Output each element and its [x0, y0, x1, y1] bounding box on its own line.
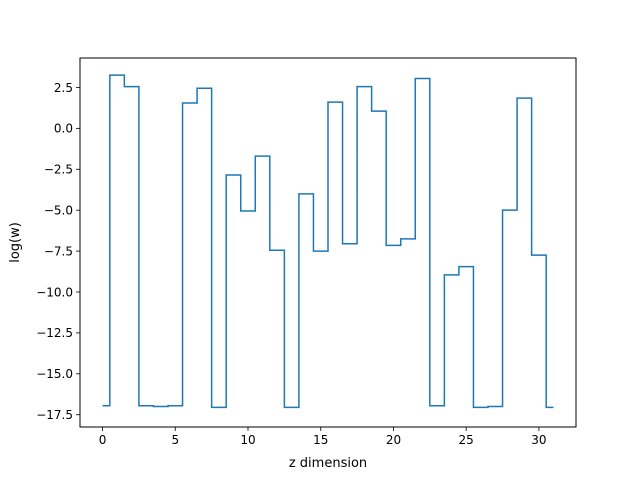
axis-ticks: 0 5 10 15 20 25 30 2.5 0.0 −2.5 −5.0 −7.5 −10.0 −12.5… — [36, 81, 546, 447]
y-tick-label: 2.5 — [54, 81, 73, 95]
x-tick-label: 0 — [99, 433, 107, 447]
y-tick-label: −17.5 — [36, 408, 73, 422]
plot-area — [102, 74, 554, 409]
x-tick-label: 5 — [171, 433, 179, 447]
y-tick-label: −5.0 — [44, 203, 73, 217]
y-tick-label: −10.0 — [36, 285, 73, 299]
y-tick-label: 0.0 — [54, 122, 73, 136]
series-line — [102, 74, 554, 409]
y-tick-label: −15.0 — [36, 367, 73, 381]
y-tick-label: −2.5 — [44, 163, 73, 177]
x-tick-label: 30 — [531, 433, 546, 447]
x-tick-label: 20 — [386, 433, 401, 447]
axes-frame — [79, 57, 577, 428]
x-axis-label: z dimension — [289, 456, 367, 471]
y-tick-label: −7.5 — [44, 244, 73, 258]
y-axis-label: log(w) — [8, 222, 23, 263]
x-tick-label: 15 — [313, 433, 328, 447]
y-tick-label: −12.5 — [36, 326, 73, 340]
x-tick-label: 25 — [459, 433, 474, 447]
x-tick-label: 10 — [240, 433, 255, 447]
